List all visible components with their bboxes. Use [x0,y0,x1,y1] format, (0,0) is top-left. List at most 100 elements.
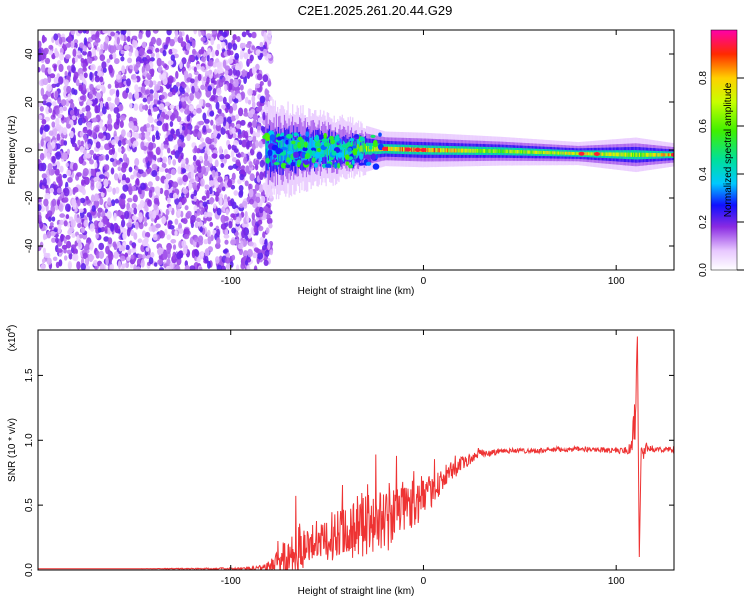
signal-band-cell [453,148,456,153]
noise-speckle [219,67,224,74]
noise-speckle [78,84,83,92]
noise-speckle [92,131,97,139]
noise-speckle [194,85,199,92]
signal-band-cell [390,146,392,152]
noise-speckle [190,221,194,228]
noise-speckle [48,50,54,55]
noise-speckle [119,115,126,121]
noise-speckle [121,129,126,138]
noise-speckle [194,145,198,154]
noise-speckle [193,66,197,73]
noise-speckle [210,119,214,126]
snr-frame [37,329,675,571]
noise-speckle [194,76,199,83]
noise-speckle [51,156,56,164]
noise-speckle [38,197,42,204]
signal-band-cell [308,142,310,152]
noise-speckle [152,233,158,241]
signal-blob [313,162,318,168]
noise-speckle [224,154,231,160]
noise-speckle [117,140,122,147]
noise-speckle [241,139,248,148]
signal-blob [299,138,305,146]
noise-speckle [219,35,224,41]
signal-blob [305,131,310,138]
noise-speckle [112,241,117,248]
noise-speckle [110,199,116,207]
noise-speckle [179,253,184,259]
signal-band-cell [641,152,643,157]
noise-speckle [70,40,75,49]
noise-speckle [174,36,178,43]
noise-speckle [93,193,100,202]
noise-speckle [200,66,205,71]
noise-speckle [47,75,52,84]
noise-speckle [58,76,64,85]
signal-band-cell [500,149,502,153]
noise-speckle [46,84,52,92]
signal-band-cell [529,150,531,154]
noise-speckle [103,236,110,242]
noise-speckle [109,264,114,270]
noise-speckle [174,150,180,159]
signal-band-cell [542,150,545,155]
noise-speckle [134,158,140,167]
noise-speckle [217,176,223,183]
noise-speckle [55,117,60,126]
signal-band-cell [377,146,379,152]
signal-band-cell [586,152,589,156]
signal-band-cell [650,152,652,157]
noise-speckle [248,110,254,118]
signal-band-cell [499,149,501,153]
noise-speckle [63,79,69,86]
noise-speckle [41,119,47,125]
signal-band-cell [501,149,503,153]
noise-speckle [63,140,68,146]
noise-speckle [191,40,196,48]
noise-speckle [86,121,93,128]
signal-band-cell [503,149,505,154]
noise-speckle [248,161,253,168]
noise-speckle [75,79,80,87]
signal-band-cell [670,153,672,157]
noise-speckle [78,156,84,165]
signal-band-cell [281,138,283,149]
noise-speckle [249,54,254,62]
noise-speckle [161,162,167,169]
noise-speckle [263,259,269,266]
noise-speckle [218,79,224,88]
noise-speckle [202,125,207,133]
noise-speckle [258,225,264,232]
noise-speckle [66,123,71,129]
noise-speckle [184,205,189,211]
colorbar-tick-label: 0.6 [698,119,709,133]
noise-speckle [104,143,110,151]
noise-speckle [73,89,78,96]
noise-speckle [153,202,158,211]
signal-band-cell [368,146,370,152]
noise-speckle [220,126,226,135]
colorbar-gradient [710,29,738,271]
signal-band-cell [400,147,402,152]
noise-speckle [189,265,196,270]
noise-speckle [247,88,253,96]
noise-speckle [222,199,229,208]
noise-speckle [115,89,120,98]
signal-blob [311,157,316,164]
signal-band-cell [475,148,478,153]
noise-speckle [39,105,44,112]
noise-speckle [83,72,88,79]
signal-hotspot [671,152,674,157]
noise-speckle [114,227,120,233]
noise-speckle [107,237,113,245]
noise-speckle [210,94,216,101]
noise-speckle [163,144,169,149]
signal-band-cell [534,150,537,154]
noise-speckle [266,208,272,214]
signal-band-cell [266,143,268,155]
x-tick-label: 100 [608,576,625,587]
noise-speckle [129,263,134,269]
noise-speckle [174,30,179,38]
noise-speckle [241,31,247,38]
noise-speckle [264,249,270,257]
